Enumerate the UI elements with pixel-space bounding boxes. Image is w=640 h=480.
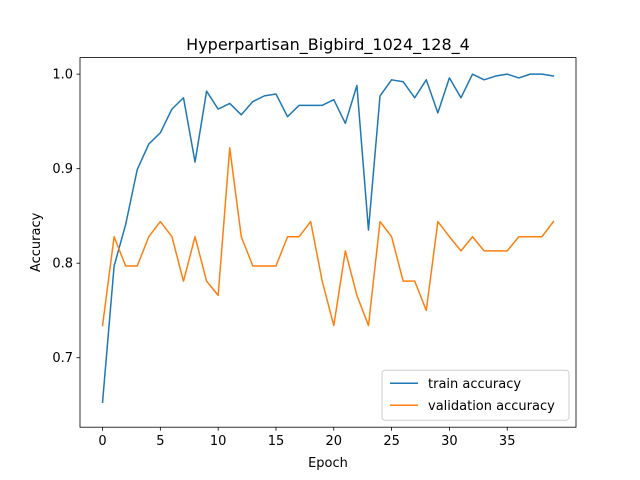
y-tick-label: 0.8 [52,257,73,272]
y-tick-label: 0.9 [52,162,73,177]
y-axis-ticks: 0.7 0.8 0.9 1.0 [52,68,80,366]
x-tick-label: 30 [441,434,458,449]
y-tick-label: 0.7 [52,351,73,366]
x-tick-label: 20 [326,434,343,449]
series-layer [101,73,555,403]
series-line-validation-accuracy [101,147,555,327]
legend-box [381,369,570,421]
x-tick-label: 25 [383,434,400,449]
x-axis-label: Epoch [308,456,348,471]
chart-title: Hyperpartisan_Bigbird_1024_128_4 [186,35,470,55]
series-line-train-accuracy [101,73,555,403]
legend: train accuracy validation accuracy [381,369,570,421]
x-tick-label: 10 [210,434,227,449]
y-tick-label: 1.0 [52,68,73,83]
x-axis-ticks: 0 5 10 15 20 25 30 35 [98,427,515,449]
legend-label: train accuracy [428,377,521,392]
y-axis-label: Accuracy [29,212,44,272]
legend-label: validation accuracy [428,399,555,414]
x-tick-label: 35 [499,434,516,449]
plot-area-frame [79,57,577,428]
x-tick-label: 0 [98,434,106,449]
x-tick-label: 5 [156,434,164,449]
x-tick-label: 15 [268,434,285,449]
